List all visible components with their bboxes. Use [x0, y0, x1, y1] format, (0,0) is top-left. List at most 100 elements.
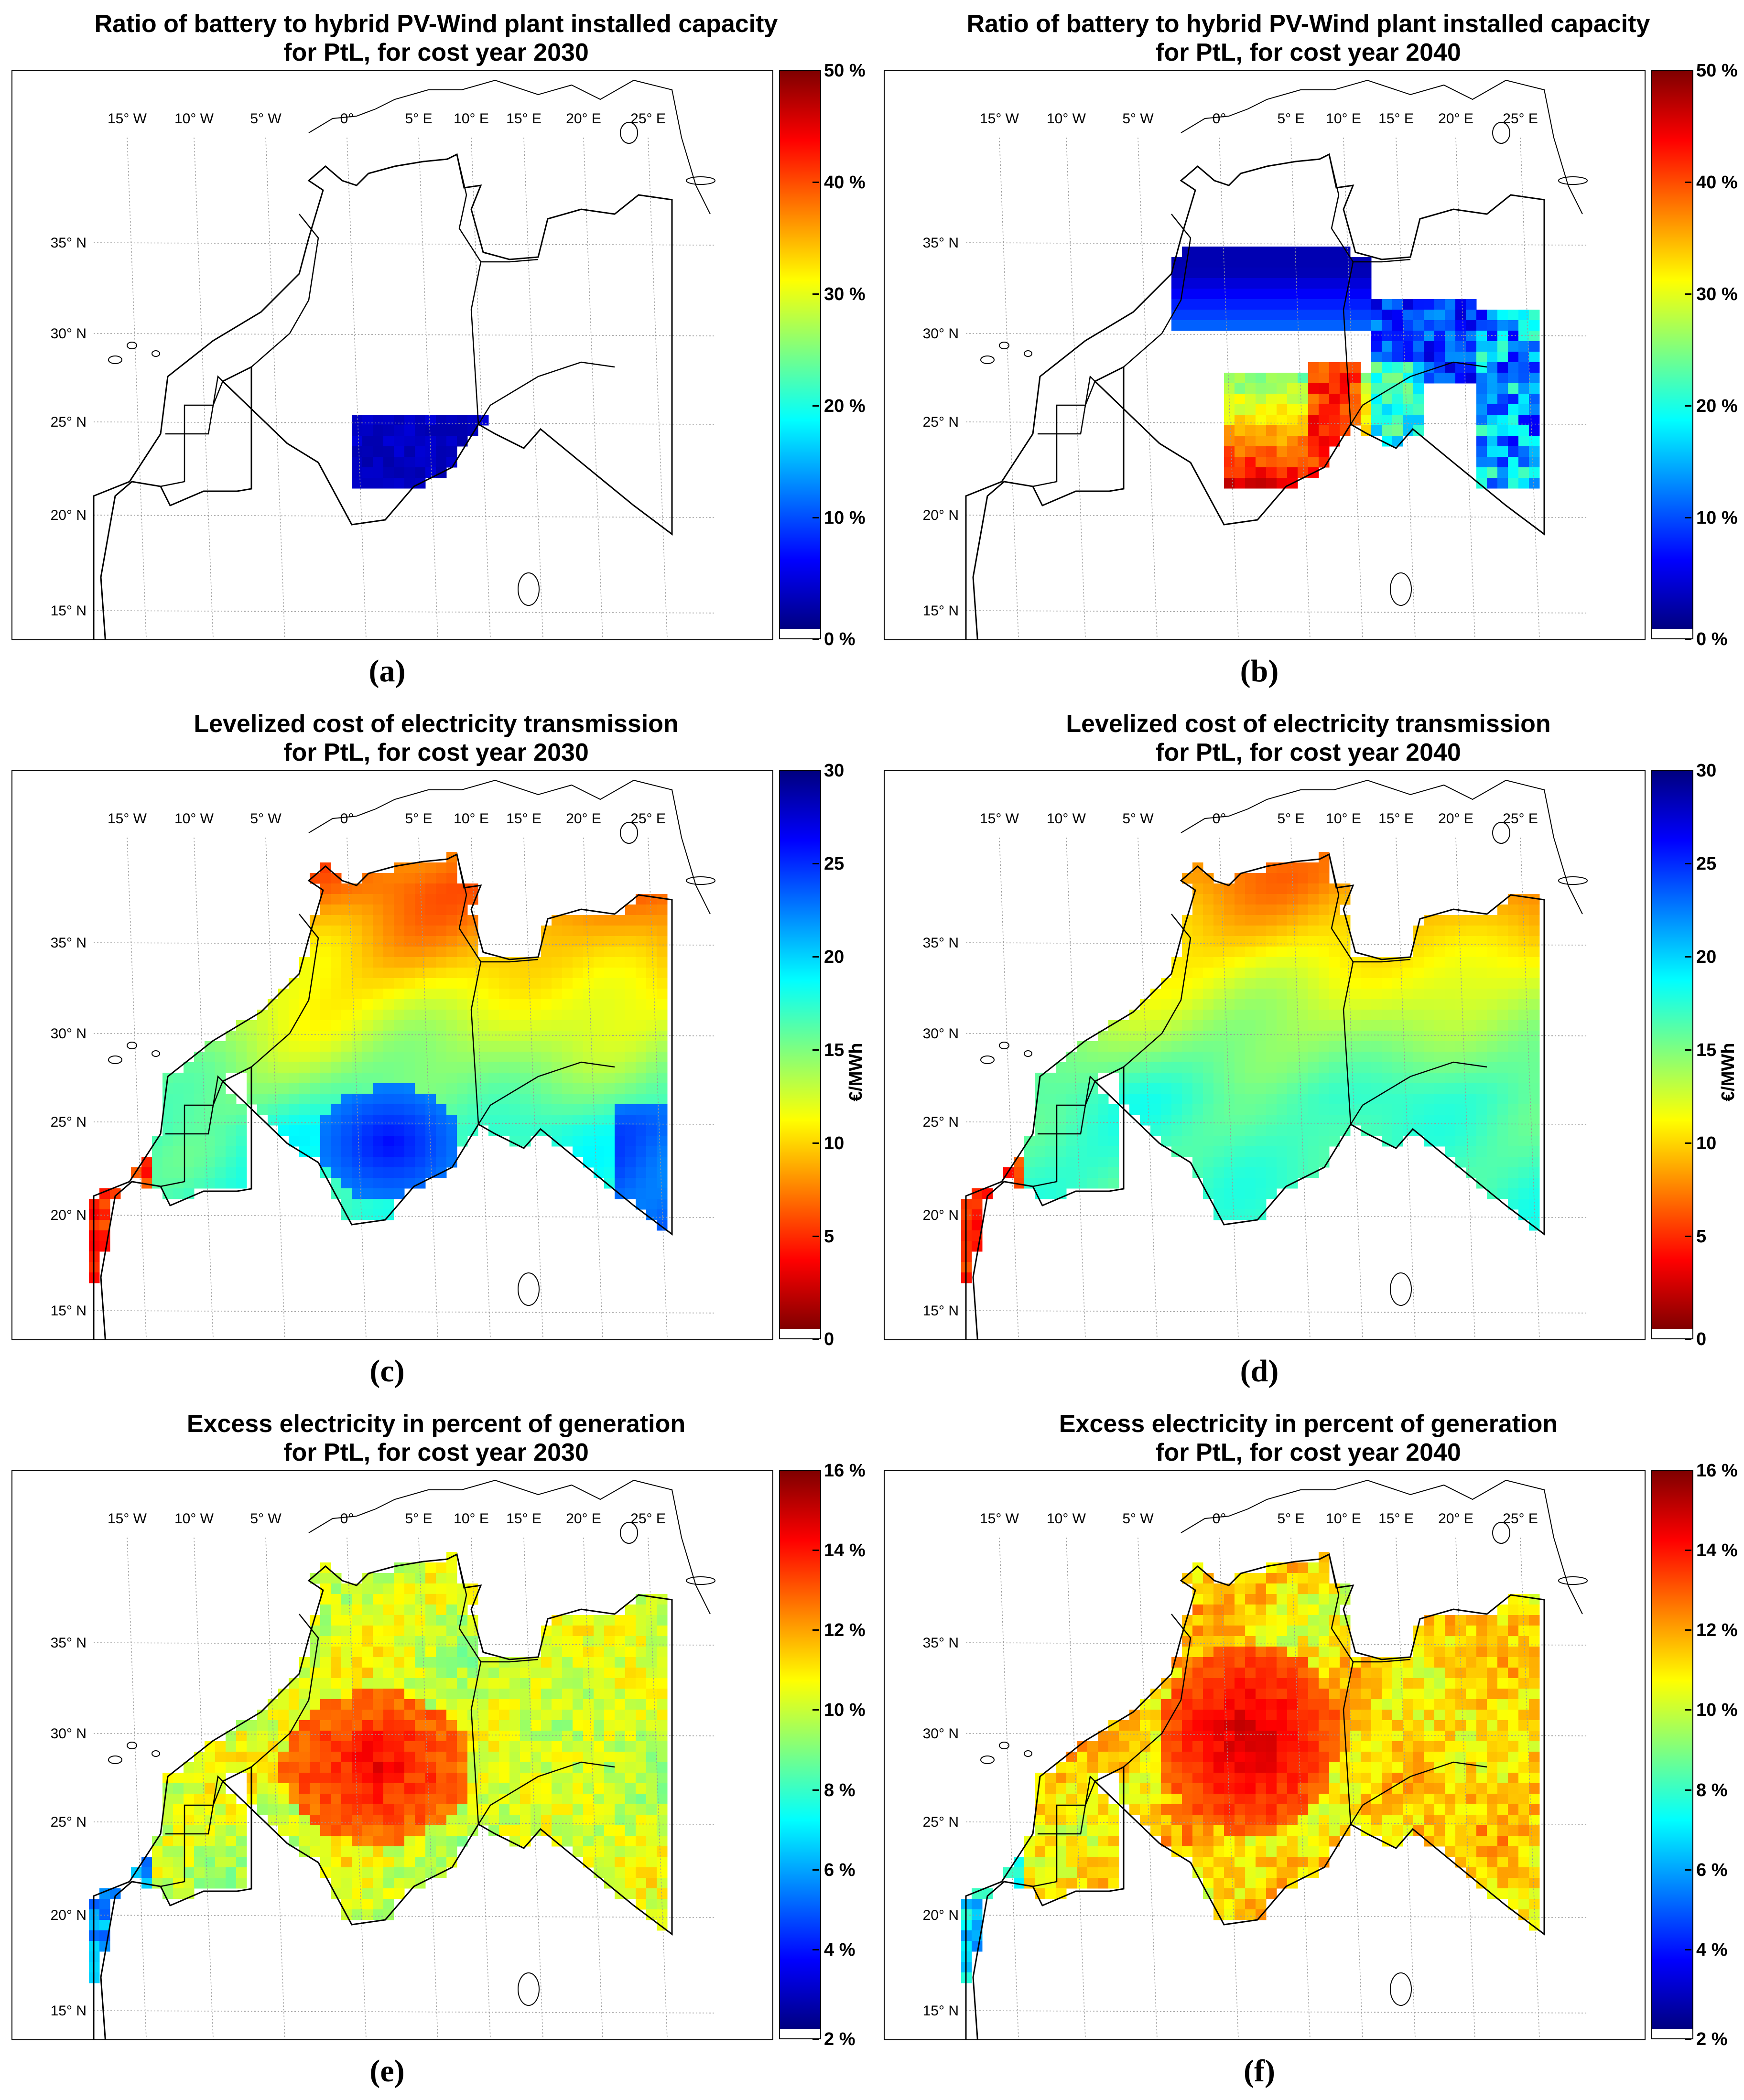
- heatmap-cell: [1455, 331, 1466, 342]
- heatmap-cell: [362, 926, 373, 937]
- heatmap-cell: [236, 1815, 247, 1826]
- heatmap-cell: [310, 1689, 321, 1700]
- heatmap-cell: [541, 1731, 552, 1742]
- heatmap-cell: [509, 999, 520, 1010]
- heatmap-cell: [331, 1647, 342, 1658]
- heatmap-cell: [320, 1104, 331, 1115]
- heatmap-cell: [310, 873, 321, 884]
- heatmap-cell: [1171, 1752, 1182, 1763]
- heatmap-cell: [373, 1157, 384, 1168]
- heatmap-cell: [310, 1573, 321, 1584]
- heatmap-cell: [1213, 1752, 1224, 1763]
- heatmap-cell: [404, 947, 415, 958]
- heatmap-cell: [1277, 425, 1288, 436]
- heatmap-cell: [1014, 1178, 1025, 1189]
- heatmap-cell: [436, 1115, 447, 1126]
- colorbar-tickmark: [812, 1869, 819, 1871]
- heatmap-cell: [1192, 268, 1203, 279]
- heatmap-cell: [1508, 1752, 1519, 1763]
- heatmap-cell: [215, 1178, 226, 1189]
- heatmap-cell: [1287, 1146, 1298, 1157]
- heatmap-cell: [1371, 383, 1382, 394]
- heatmap-cell: [1518, 1052, 1529, 1063]
- heatmap-cell: [478, 1020, 489, 1031]
- heatmap-cell: [320, 1010, 331, 1021]
- heatmap-cell: [383, 1167, 394, 1178]
- heatmap-cell: [331, 905, 342, 915]
- heatmap-cell: [1287, 1783, 1298, 1794]
- heatmap-cell: [1245, 1083, 1256, 1094]
- latitude-gridline: [965, 1310, 1588, 1314]
- heatmap-cell: [1308, 320, 1319, 331]
- heatmap-cell: [1287, 1710, 1298, 1721]
- heatmap-cell: [1382, 1094, 1393, 1105]
- heatmap-cell: [1518, 968, 1529, 979]
- heatmap-cell: [341, 1626, 352, 1637]
- heatmap-cell: [520, 1678, 531, 1689]
- longitude-gridline: [583, 1537, 603, 2039]
- heatmap-cell: [1466, 1699, 1477, 1710]
- heatmap-cell: [1466, 1020, 1477, 1031]
- heatmap-cell: [320, 1794, 331, 1805]
- heatmap-cell: [331, 957, 342, 968]
- heatmap-cell: [1529, 341, 1540, 352]
- heatmap-cell: [1224, 1647, 1235, 1658]
- heatmap-cell: [1298, 1710, 1309, 1721]
- heatmap-cell: [415, 1815, 426, 1826]
- heatmap-cell: [1235, 1073, 1246, 1084]
- heatmap-cell: [499, 1720, 510, 1731]
- heatmap-cell: [1424, 1783, 1435, 1794]
- heatmap-cell: [173, 1083, 184, 1094]
- heatmap-cell: [1329, 989, 1340, 1000]
- heatmap-cell: [1508, 926, 1519, 937]
- heatmap-cell: [1434, 1783, 1445, 1794]
- heatmap-layer: [961, 1552, 1540, 1983]
- heatmap-cell: [562, 1678, 573, 1689]
- map-svg: 15° W 10° W 5° W 0° 5° E 10° E 15° E 20° E 25° E…: [51, 1479, 715, 2039]
- heatmap-cell: [531, 957, 542, 968]
- heatmap-cell: [1245, 905, 1256, 915]
- heatmap-cell: [1487, 383, 1498, 394]
- heatmap-cell: [1413, 299, 1424, 310]
- heatmap-cell: [1487, 1794, 1498, 1805]
- heatmap-cell: [1497, 1605, 1508, 1615]
- heatmap-cell: [1266, 989, 1277, 1000]
- heatmap-cell: [278, 1010, 289, 1021]
- heatmap-cell: [1329, 1647, 1340, 1658]
- heatmap-cell: [1203, 1615, 1214, 1626]
- heatmap-cell: [373, 968, 384, 979]
- heatmap-cell: [362, 905, 373, 915]
- heatmap-cell: [446, 1136, 457, 1147]
- heatmap-cell: [320, 978, 331, 989]
- heatmap-cell: [1298, 1031, 1309, 1042]
- heatmap-cell: [1129, 1794, 1140, 1805]
- heatmap-cell: [1277, 278, 1288, 289]
- heatmap-cell: [1487, 915, 1498, 926]
- heatmap-cell: [1235, 436, 1246, 447]
- heatmap-cell: [604, 1825, 615, 1836]
- heatmap-cell: [1256, 1199, 1267, 1210]
- heatmap-cell: [1487, 1020, 1498, 1031]
- heatmap-cell: [1319, 1594, 1330, 1605]
- heatmap-cell: [1277, 320, 1288, 331]
- heatmap-cell: [1277, 1094, 1288, 1105]
- heatmap-cell: [1213, 1783, 1224, 1794]
- heatmap-cell: [1308, 1636, 1319, 1647]
- heatmap-cell: [404, 957, 415, 968]
- heatmap-cell: [636, 1594, 647, 1605]
- heatmap-cell: [1361, 1710, 1372, 1721]
- heatmap-cell: [299, 1762, 310, 1773]
- heatmap-cell: [541, 1825, 552, 1836]
- internal-border: [251, 214, 319, 367]
- heatmap-cell: [1108, 1125, 1119, 1136]
- heatmap-cell: [373, 1804, 384, 1815]
- heatmap-cell: [415, 467, 426, 478]
- heatmap-cell: [1308, 999, 1319, 1010]
- heatmap-cell: [1329, 1804, 1340, 1815]
- heatmap-cell: [1403, 1083, 1414, 1094]
- heatmap-cell: [499, 1689, 510, 1700]
- heatmap-cell: [1182, 978, 1193, 989]
- heatmap-cell: [1382, 1052, 1393, 1063]
- heatmap-cell: [1192, 1783, 1203, 1794]
- heatmap-cell: [467, 894, 478, 905]
